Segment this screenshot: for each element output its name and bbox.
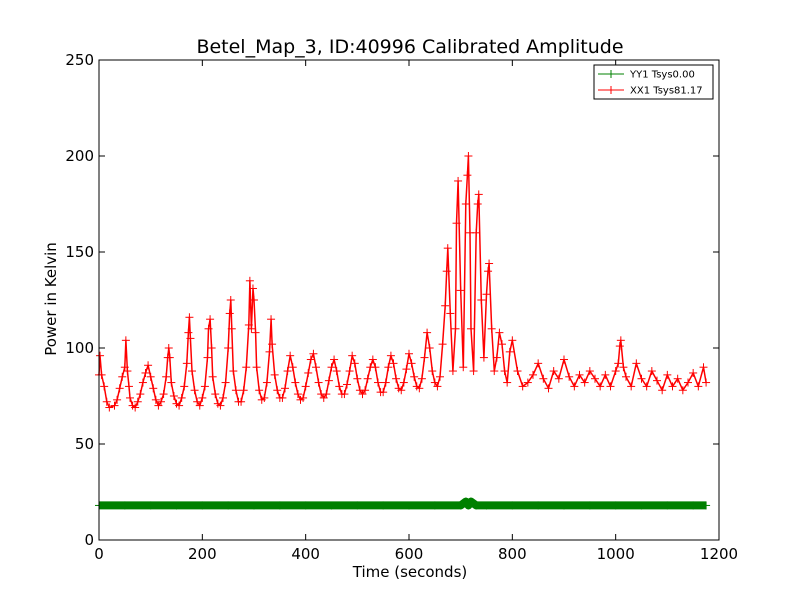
y-tick-label: 50: [75, 435, 94, 453]
x-tick-label: 1200: [700, 545, 738, 563]
x-tick-label: 400: [291, 545, 320, 563]
y-tick-label: 150: [65, 243, 94, 261]
ticks-layer: 0 200 400 600 800 1000 1200 0 50 100 150 200 250: [65, 51, 738, 563]
chart-title: Betel_Map_3, ID:40996 Calibrated Amplitu…: [196, 36, 623, 58]
series-xx1: [95, 152, 711, 412]
legend-label: XX1 Tsys81.17: [630, 86, 703, 97]
x-tick-label: 0: [94, 545, 104, 563]
plot-area: [95, 152, 711, 510]
x-axis-label: Time (seconds): [352, 563, 468, 581]
y-tick-label: 100: [65, 339, 94, 357]
legend-label: YY1 Tsys0.00: [629, 70, 695, 81]
y-tick-label: 0: [84, 531, 94, 549]
y-tick-label: 200: [65, 147, 94, 165]
x-tick-label: 1000: [597, 545, 635, 563]
y-axis-label: Power in Kelvin: [42, 242, 60, 356]
x-tick-label: 800: [498, 545, 527, 563]
x-tick-label: 200: [188, 545, 217, 563]
series-yy1: [95, 497, 711, 510]
plot-frame: [98, 59, 720, 541]
x-tick-label: 600: [395, 545, 424, 563]
series-layer: [95, 152, 711, 510]
legend: YY1 Tsys0.00 XX1 Tsys81.17: [593, 64, 714, 100]
series-line: [99, 497, 707, 510]
legend-box: [593, 64, 714, 100]
y-tick-label: 250: [65, 51, 94, 69]
